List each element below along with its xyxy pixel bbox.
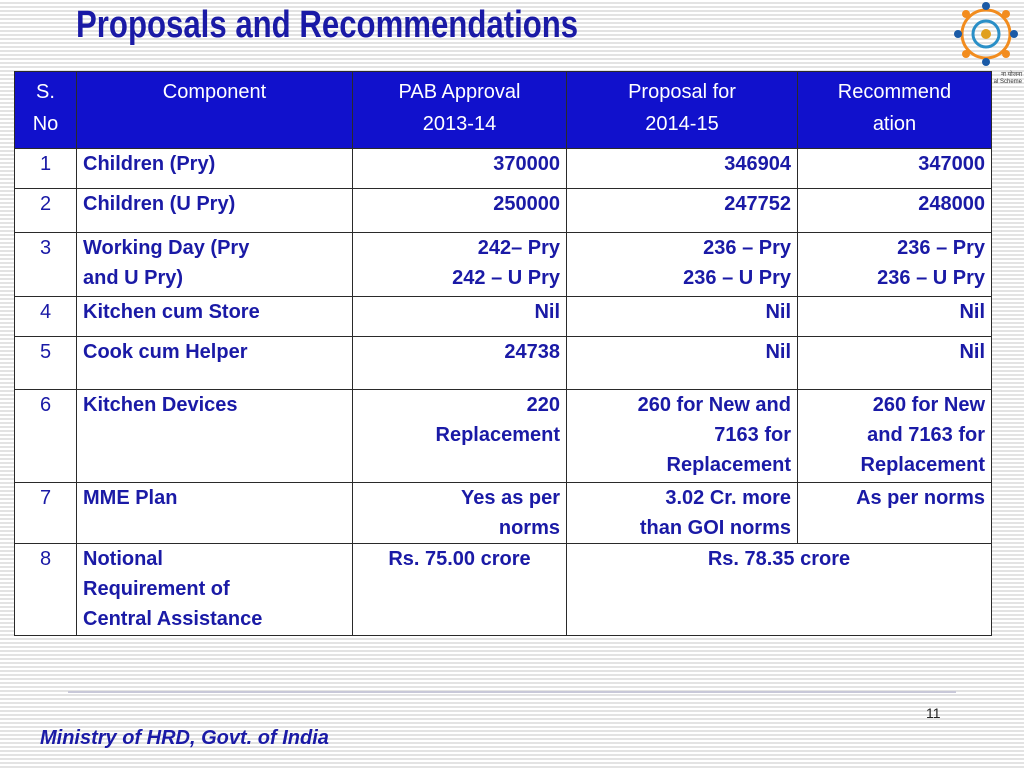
row-component: Children (Pry) — [76, 148, 353, 189]
row-component: Cook cum Helper — [76, 336, 353, 390]
row-pab: 370000 — [352, 148, 567, 189]
row-sno: 5 — [14, 336, 77, 390]
table-row: 2 Children (U Pry) 250000 247752 248000 — [14, 188, 992, 233]
table-row: 7 MME Plan Yes as per norms 3.02 Cr. more… — [14, 482, 992, 544]
footer-ministry: Ministry of HRD, Govt. of India — [40, 727, 329, 749]
row-proposal: 236 – Pry 236 – U Pry — [566, 232, 798, 297]
row-sno: 2 — [14, 188, 77, 233]
row-proposal: 3.02 Cr. more than GOI norms — [566, 482, 798, 544]
row-component: Working Day (Pry and U Pry) — [76, 232, 353, 297]
row-sno: 3 — [14, 232, 77, 297]
row-pab: 24738 — [352, 336, 567, 390]
row-recommendation: Nil — [797, 296, 992, 337]
table-row: 3 Working Day (Pry and U Pry) 242– Pry 242… — [14, 232, 992, 297]
row-component: Kitchen Devices — [76, 389, 353, 483]
table-row: 1 Children (Pry) 370000 346904 347000 — [14, 148, 992, 189]
row-sno: 7 — [14, 482, 77, 544]
row-pab: Nil — [352, 296, 567, 337]
header-proposal: Proposal for 2014-15 — [566, 71, 798, 149]
header-sno: S. No — [14, 71, 77, 149]
logo-caption: ना योजना al Scheme — [982, 72, 1022, 86]
row-proposal: Nil — [566, 296, 798, 337]
row-component: Kitchen cum Store — [76, 296, 353, 337]
row-proposal: 346904 — [566, 148, 798, 189]
scheme-logo — [954, 0, 1018, 92]
row-proposal: 247752 — [566, 188, 798, 233]
row-sno: 1 — [14, 148, 77, 189]
row-component: Notional Requirement of Central Assistance — [76, 543, 353, 636]
row-component: MME Plan — [76, 482, 353, 544]
row-recommendation: 236 – Pry 236 – U Pry — [797, 232, 992, 297]
footer-divider — [68, 691, 956, 693]
table-row: 4 Kitchen cum Store Nil Nil Nil — [14, 296, 992, 337]
row-proposal: Nil — [566, 336, 798, 390]
logo-caption-line: ना योजना — [1001, 72, 1022, 78]
row-recommendation: Nil — [797, 336, 992, 390]
row-sno: 6 — [14, 389, 77, 483]
table-row: 6 Kitchen Devices 220 Replacement 260 for… — [14, 389, 992, 483]
header-recommendation: Recommend ation — [797, 71, 992, 149]
proposals-table: S. No Component PAB Approval 2013-14 Propo… — [14, 71, 992, 636]
table-header-row: S. No Component PAB Approval 2013-14 Propo… — [14, 71, 992, 149]
row-component: Children (U Pry) — [76, 188, 353, 233]
row-pab: 220 Replacement — [352, 389, 567, 483]
row-proposal-recommendation-merged: Rs. 78.35 crore — [566, 543, 992, 636]
row-proposal: 260 for New and 7163 for Replacement — [566, 389, 798, 483]
table-row: 8 Notional Requirement of Central Assistan… — [14, 543, 992, 636]
row-recommendation: 347000 — [797, 148, 992, 189]
row-pab: 250000 — [352, 188, 567, 233]
logo-caption-line: al Scheme — [993, 79, 1022, 85]
row-pab: Rs. 75.00 crore — [352, 543, 567, 636]
page-title: Proposals and Recommendations — [76, 4, 579, 46]
page-number: 11 — [926, 705, 941, 721]
row-sno: 8 — [14, 543, 77, 636]
row-pab: 242– Pry 242 – U Pry — [352, 232, 567, 297]
row-recommendation: As per norms — [797, 482, 992, 544]
row-recommendation: 248000 — [797, 188, 992, 233]
row-pab: Yes as per norms — [352, 482, 567, 544]
header-pab-approval: PAB Approval 2013-14 — [352, 71, 567, 149]
header-component: Component — [76, 71, 353, 149]
table-row: 5 Cook cum Helper 24738 Nil Nil — [14, 336, 992, 390]
row-sno: 4 — [14, 296, 77, 337]
row-recommendation: 260 for New and 7163 for Replacement — [797, 389, 992, 483]
people-circle-logo-icon — [954, 2, 1018, 66]
